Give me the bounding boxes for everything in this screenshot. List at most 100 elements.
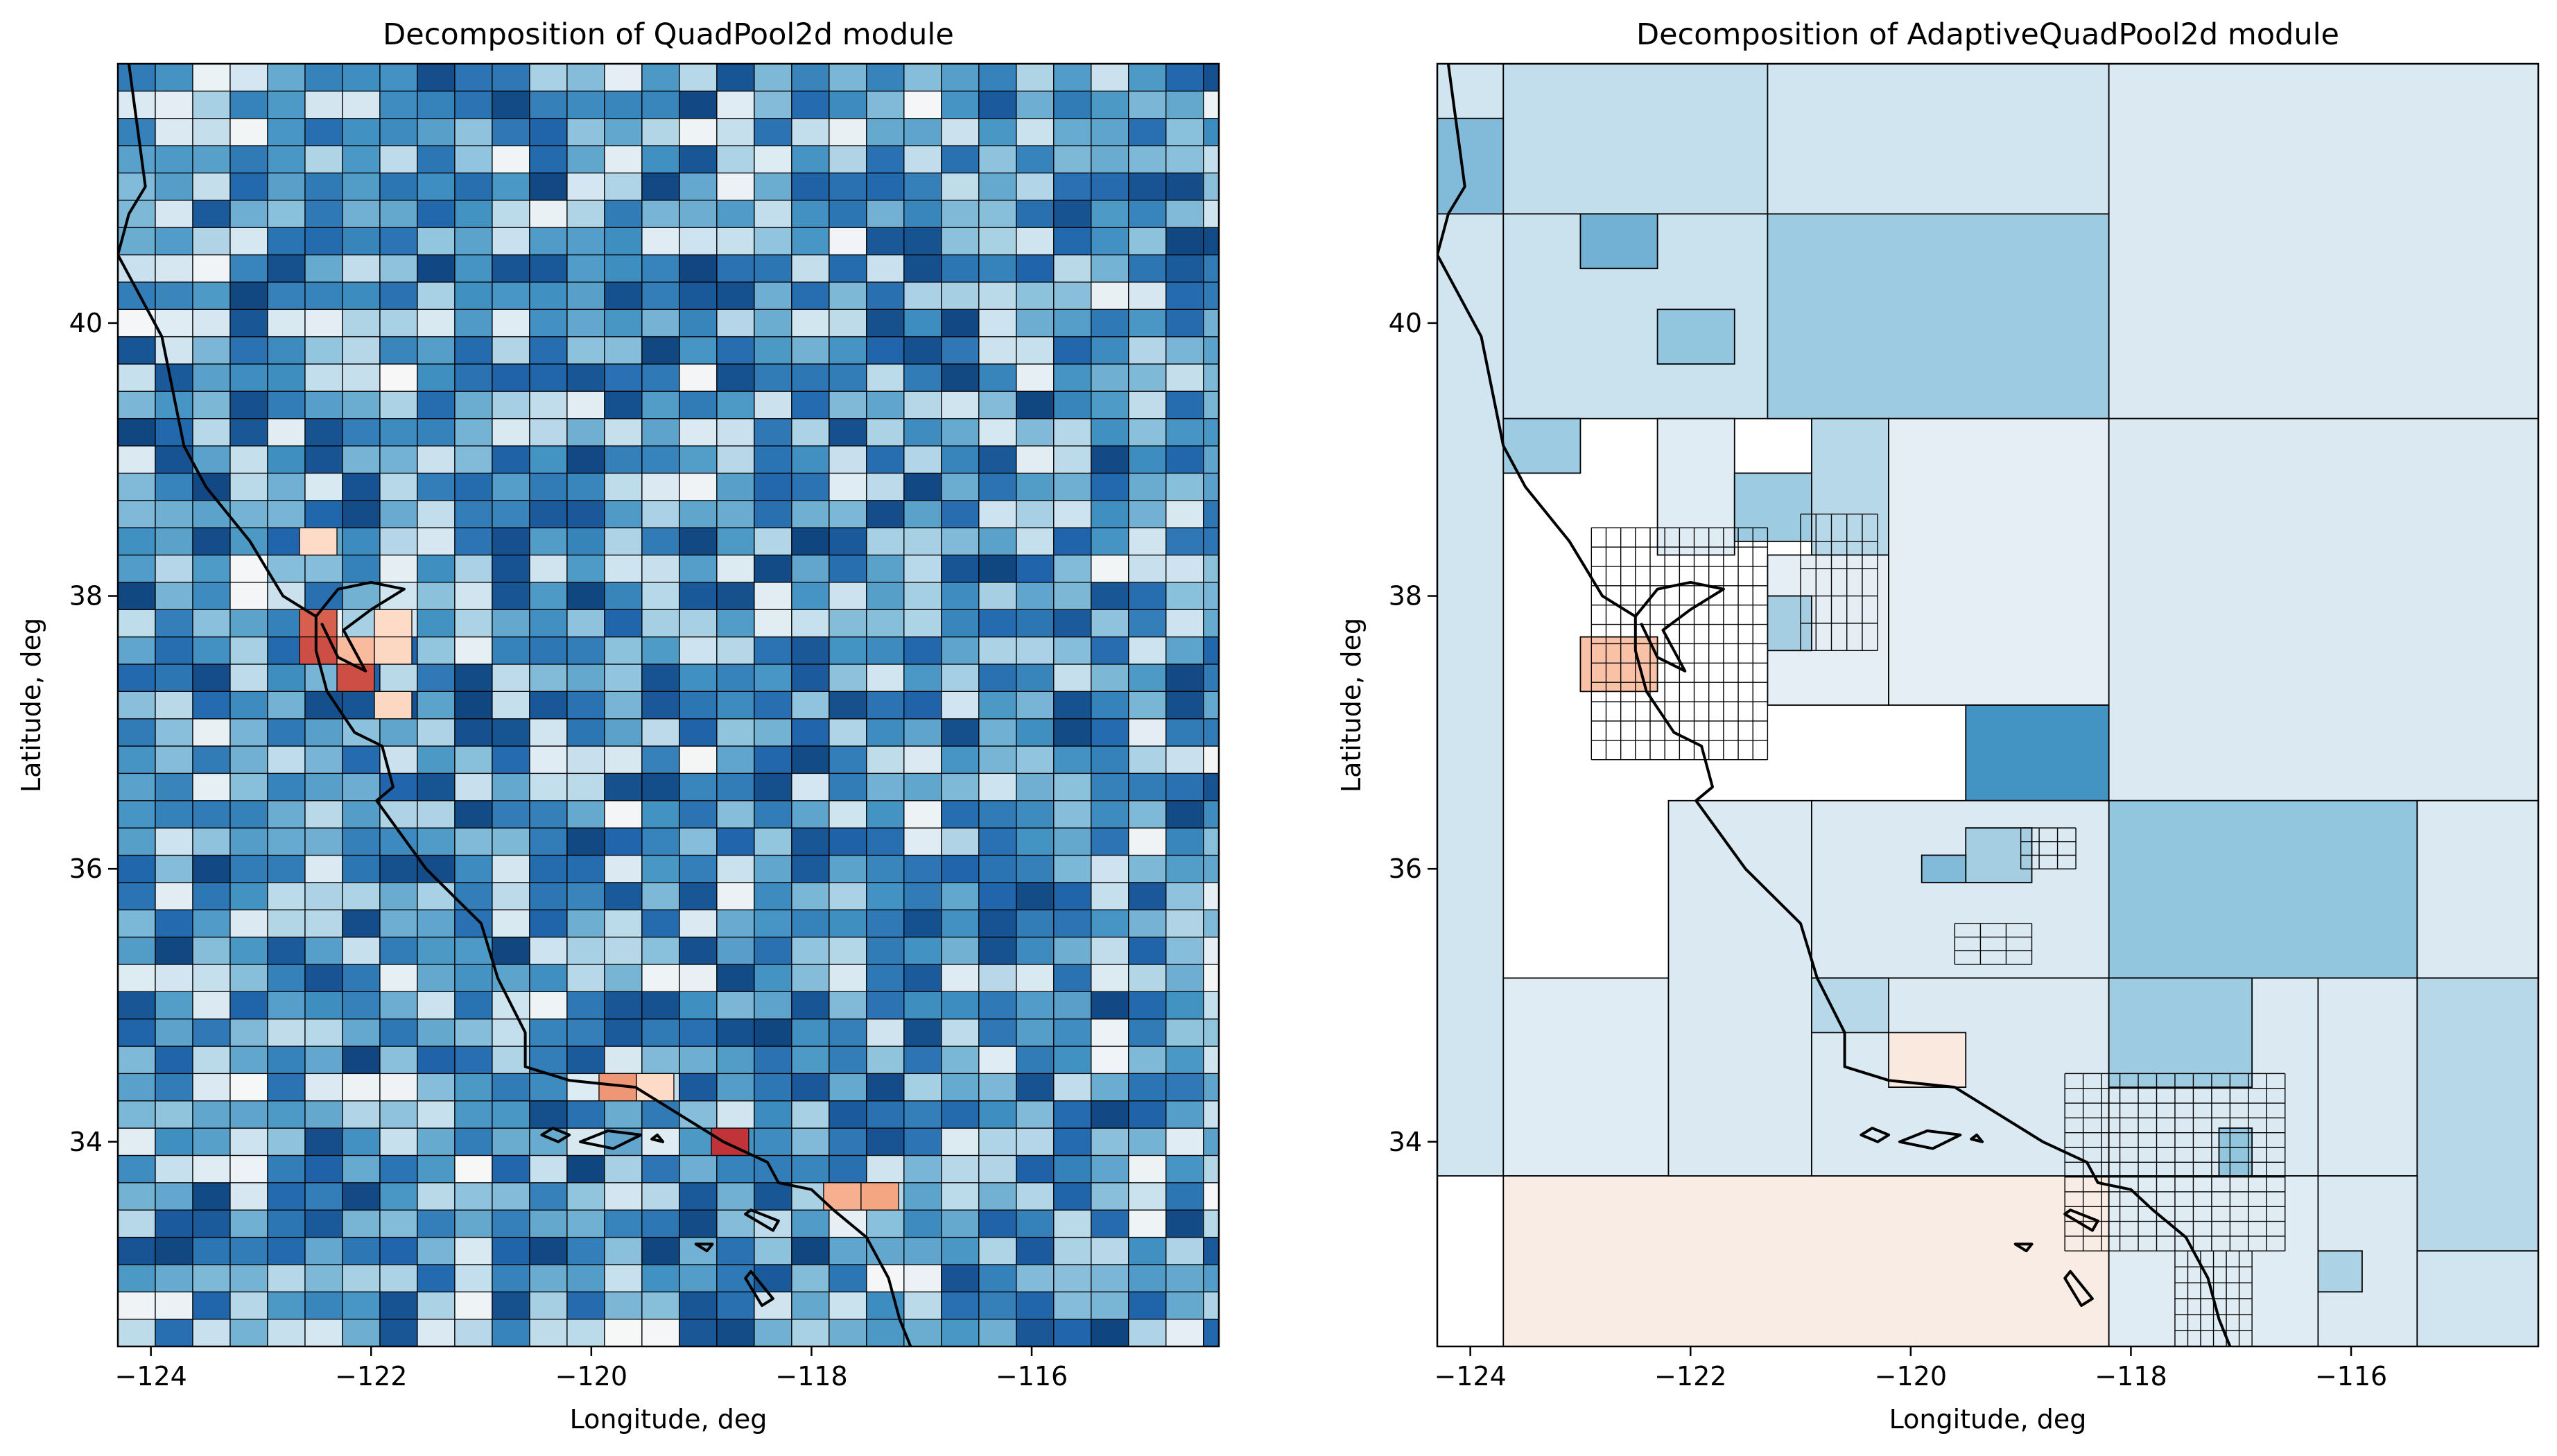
- grid-cell: [941, 309, 980, 338]
- grid-cell: [604, 336, 643, 365]
- x-tick-label: −116: [996, 1361, 1068, 1392]
- x-tick-label: −120: [555, 1361, 627, 1392]
- grid-cell: [1053, 772, 1092, 801]
- grid-cell: [155, 1318, 193, 1346]
- grid-cell: [342, 90, 381, 119]
- grid-cell: [1203, 909, 1219, 938]
- grid-cell: [454, 1182, 493, 1211]
- grid-cell: [342, 909, 381, 938]
- grid-cell: [118, 527, 156, 556]
- grid-cell: [1203, 64, 1219, 92]
- grid-cell: [529, 554, 568, 583]
- grid-cell: [978, 772, 1017, 801]
- grid-cell: [641, 554, 680, 583]
- grid-cell: [754, 1100, 792, 1129]
- grid-cell: [492, 554, 530, 583]
- grid-cell: [492, 664, 530, 692]
- grid-cell: [379, 90, 418, 119]
- grid-cell: [229, 772, 268, 801]
- grid-cell: [1016, 1073, 1055, 1102]
- grid-cell: [267, 390, 306, 419]
- grid-cell: [716, 609, 755, 638]
- grid-cell: [566, 1182, 605, 1211]
- grid-cell: [192, 64, 231, 92]
- grid-cell: [492, 882, 530, 910]
- grid-cell: [155, 472, 193, 501]
- grid-cell: [604, 691, 643, 720]
- grid-cell: [754, 936, 792, 965]
- grid-cell: [679, 281, 718, 310]
- grid-cell: [379, 554, 418, 583]
- grid-cell: [417, 500, 456, 528]
- grid-cell: [641, 90, 680, 119]
- grid-cell: [754, 1318, 792, 1346]
- grid-cell: [304, 254, 343, 283]
- grid-cell: [1203, 1019, 1219, 1047]
- grid-cell: [716, 1236, 755, 1265]
- grid-cell: [716, 254, 755, 283]
- grid-cell: [379, 936, 418, 965]
- grid-cell: [1091, 336, 1129, 365]
- grid-cell: [754, 882, 792, 910]
- grid-cell: [379, 1019, 418, 1047]
- grid-cell: [492, 582, 530, 610]
- grid-cell: [641, 1264, 680, 1292]
- grid-cell: [679, 636, 718, 665]
- grid-cell: [941, 527, 980, 556]
- grid-cell: [791, 254, 830, 283]
- grid-cell: [679, 609, 718, 638]
- y-tick-label: 38: [1389, 581, 1422, 612]
- coastline-bay: [1634, 580, 1725, 673]
- grid-cell: [641, 118, 680, 146]
- grid-cell: [417, 172, 456, 201]
- grid-cell: [941, 1236, 980, 1265]
- grid-cell: [866, 254, 905, 283]
- grid-cell: [866, 664, 905, 692]
- grid-cell: [1203, 500, 1219, 528]
- grid-cell: [941, 664, 980, 692]
- grid-cell: [529, 336, 568, 365]
- grid-cell: [155, 609, 193, 638]
- grid-cell: [1165, 227, 1204, 256]
- grid-cell: [229, 636, 268, 665]
- grid-cell: [791, 1073, 830, 1102]
- grid-cell: [417, 309, 456, 338]
- grid-cell: [492, 1264, 530, 1292]
- grid-cell: [529, 827, 568, 856]
- grid-cell: [604, 827, 643, 856]
- coastline-island: [1860, 1127, 1891, 1143]
- grid-cell: [1091, 882, 1129, 910]
- grid-cell: [1128, 609, 1167, 638]
- grid-cell: [716, 554, 755, 583]
- grid-cell: [941, 854, 980, 883]
- grid-cell: [529, 609, 568, 638]
- grid-cell: [754, 309, 792, 338]
- grid-cell: [492, 1209, 530, 1238]
- grid-cell: [229, 1236, 268, 1265]
- grid-cell: [1128, 772, 1167, 801]
- coastline-island: [744, 1269, 774, 1307]
- grid-cell: [529, 64, 568, 92]
- grid-cell: [716, 1154, 755, 1184]
- y-tick-label: 34: [69, 1127, 103, 1157]
- grid-cell: [754, 964, 792, 992]
- adaptive-cell: [1437, 64, 1505, 1177]
- grid-cell: [941, 800, 980, 829]
- grid-cell: [566, 336, 605, 365]
- grid-cell: [791, 1209, 830, 1238]
- grid-cell: [304, 1046, 343, 1075]
- y-tick-label: 34: [1389, 1127, 1422, 1157]
- grid-cell: [641, 772, 680, 801]
- grid-cell: [192, 1100, 231, 1129]
- grid-cell: [978, 172, 1017, 201]
- grid-cell: [342, 800, 381, 829]
- grid-cell: [118, 1100, 156, 1129]
- grid-cell: [155, 636, 193, 665]
- grid-cell: [192, 309, 231, 338]
- grid-cell: [1165, 745, 1204, 774]
- grid-cell: [304, 1291, 343, 1320]
- grid-cell: [267, 800, 306, 829]
- grid-cell: [679, 854, 718, 883]
- grid-cell: [641, 1236, 680, 1265]
- grid-cell: [267, 936, 306, 965]
